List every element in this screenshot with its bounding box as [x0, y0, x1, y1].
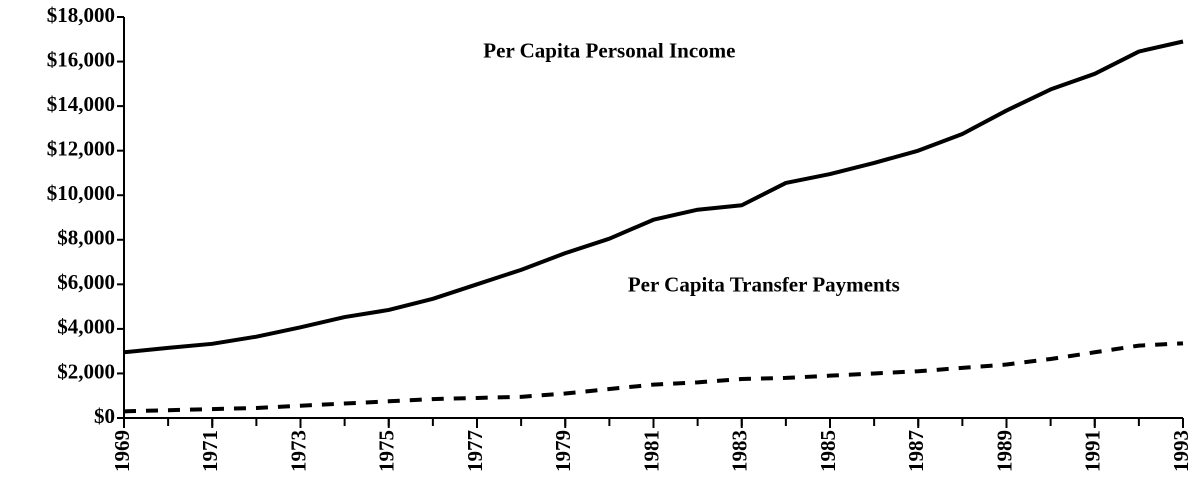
x-tick-label: 1979	[551, 430, 575, 472]
x-tick-label: 1975	[375, 430, 399, 472]
x-tick-label: 1983	[728, 430, 752, 472]
series-line	[123, 341, 1184, 414]
y-tick-label: $2,000	[57, 359, 115, 383]
y-tick-label: $8,000	[57, 226, 115, 250]
x-tick-label: 1973	[286, 430, 310, 472]
x-tick-label: 1981	[639, 430, 663, 472]
x-tick-label: 1991	[1081, 430, 1105, 472]
annotation: Per Capita Personal Income	[483, 38, 735, 62]
y-tick-label: $12,000	[47, 136, 115, 160]
x-tick-label: 1989	[992, 430, 1016, 472]
y-tick-label: $0	[94, 404, 115, 428]
x-tick-label: 1985	[816, 430, 840, 472]
x-tick-label: 1969	[110, 430, 134, 472]
x-tick-label: 1971	[198, 430, 222, 472]
x-tick-label: 1977	[463, 430, 487, 472]
y-tick-label: $18,000	[47, 3, 115, 27]
y-tick-label: $14,000	[47, 92, 115, 116]
annotation: Per Capita Transfer Payments	[628, 272, 900, 296]
y-tick-label: $10,000	[47, 181, 115, 205]
x-tick-label: 1987	[904, 430, 928, 472]
series-line	[123, 39, 1184, 355]
y-tick-label: $4,000	[57, 315, 115, 339]
y-tick-label: $6,000	[57, 270, 115, 294]
x-tick-label: 1993	[1169, 430, 1193, 472]
y-tick-label: $16,000	[47, 47, 115, 71]
